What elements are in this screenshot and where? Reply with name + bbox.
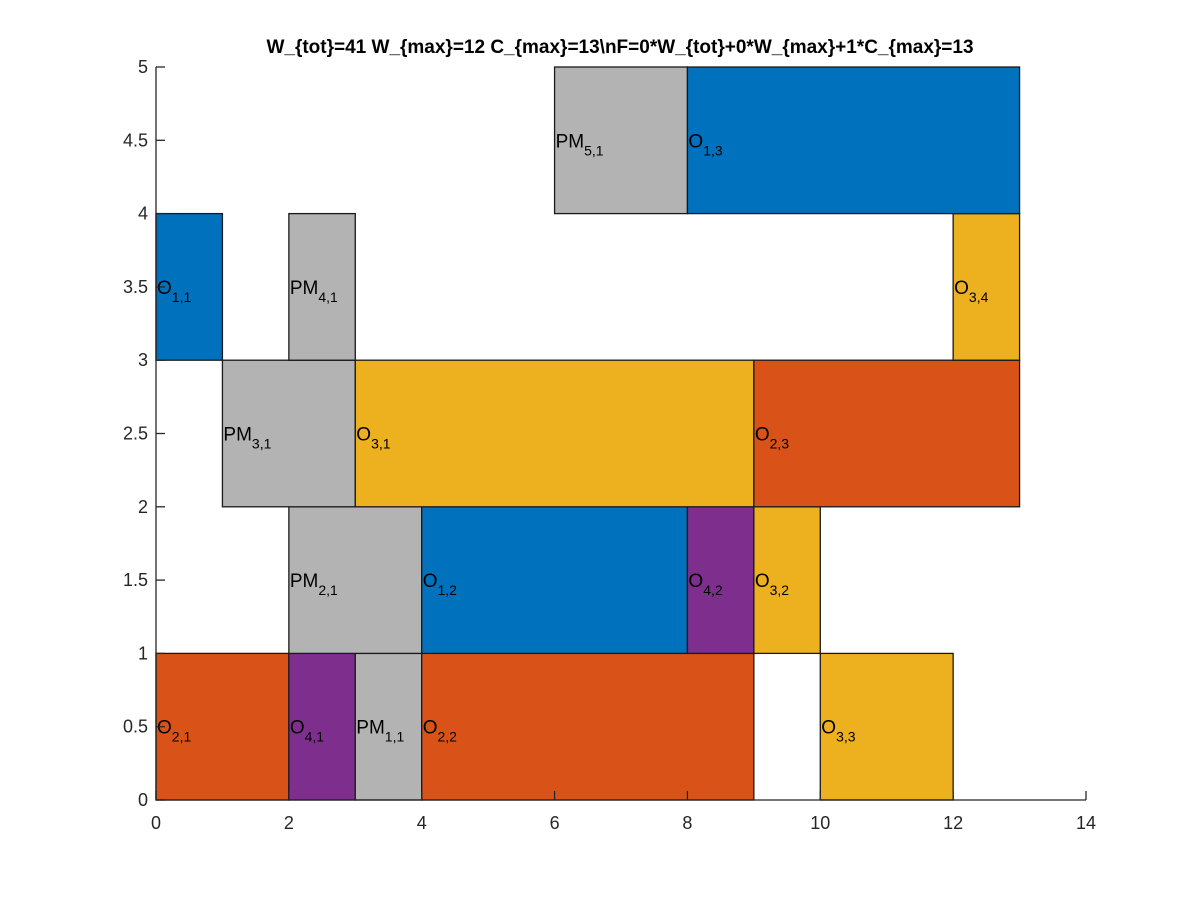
y-axis-ticks: 0 0.5 1 1.5 2 2.5 3 3.5 4 4.5 5 [123,57,165,810]
bar-pm-3-1 [221,359,356,508]
bar-o-3-2 [753,506,821,655]
y-tick-label: 0.5 [123,717,148,737]
bar-label-o-3-1: O3,1 [356,425,390,452]
y-tick-label: 4 [138,204,148,224]
bar-label-o-1-2: O1,2 [423,571,457,598]
bar-label-o-2-3: O2,3 [755,425,789,452]
bar-label-o-4-1: O4,1 [290,718,324,745]
bars-layer [155,66,1021,801]
x-tick-label: 14 [1076,813,1096,833]
bar-o-4-1 [288,652,356,801]
bar-o-3-1 [354,359,755,508]
bar-pm-1-1 [354,652,423,801]
bar-o-2-3 [753,359,1021,508]
x-tick-label: 2 [284,813,294,833]
bar-label-o-2-1: O2,1 [157,718,191,745]
bar-o-3-4 [952,212,1021,361]
y-tick-label: 0 [138,790,148,810]
bar-label-pm-4-1: PM4,1 [290,278,338,305]
bar-label-o-1-1: O1,1 [157,278,191,305]
x-tick-label: 12 [943,813,963,833]
y-tick-label: 3 [138,350,148,370]
y-tick-label: 4.5 [123,130,148,150]
bar-label-o-3-4: O3,4 [954,278,988,305]
y-tick-label: 2 [138,497,148,517]
x-tick-label: 4 [417,813,427,833]
bar-label-o-1-3: O1,3 [688,131,722,158]
bar-pm-4-1 [288,212,356,361]
bar-pm-5-1 [553,66,689,215]
y-tick-label: 5 [138,57,148,77]
bar-label-o-2-2: O2,2 [423,718,457,745]
bar-o-1-3 [686,66,1021,215]
x-tick-label: 10 [810,813,830,833]
bar-label-o-3-3: O3,3 [821,718,855,745]
y-tick-label: 1 [138,643,148,663]
labels-layer: O2,1 O4,1 PM1,1 O2,2 O3,3 PM2,1 O1,2 O4,2 O3,2 PM… [157,131,989,744]
y-tick-label: 2.5 [123,424,148,444]
bar-label-pm-3-1: PM3,1 [223,425,271,452]
x-axis-ticks: 0 2 4 6 8 10 12 14 [151,791,1096,833]
x-tick-label: 8 [682,813,692,833]
y-tick-label: 1.5 [123,570,148,590]
bar-o-2-2 [421,652,755,801]
bar-label-o-4-2: O4,2 [688,571,722,598]
x-tick-label: 0 [151,813,161,833]
bar-o-2-1 [155,652,290,801]
bar-o-4-2 [686,506,755,655]
bar-label-pm-5-1: PM5,1 [556,131,604,158]
bar-o-1-1 [155,212,224,361]
bar-o-3-3 [819,652,954,801]
bar-label-pm-2-1: PM2,1 [290,571,338,598]
x-tick-label: 6 [550,813,560,833]
chart-title: W_{tot}=41 W_{max}=12 C_{max}=13\nF=0*W_… [266,37,973,58]
bar-o-1-2 [421,506,689,655]
bar-label-pm-1-1: PM1,1 [356,718,404,745]
y-tick-label: 3.5 [123,277,148,297]
bar-label-o-3-2: O3,2 [755,571,789,598]
